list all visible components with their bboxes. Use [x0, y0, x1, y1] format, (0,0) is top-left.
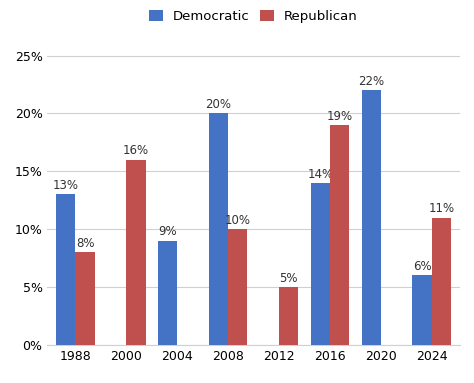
Bar: [209, 113, 228, 345]
Text: 10%: 10%: [225, 214, 251, 227]
Text: 13%: 13%: [53, 179, 79, 192]
Bar: [75, 252, 95, 345]
Bar: [362, 90, 381, 345]
Text: 14%: 14%: [307, 167, 333, 180]
Legend: Democratic, Republican: Democratic, Republican: [144, 5, 363, 29]
Bar: [279, 287, 299, 345]
Text: 16%: 16%: [123, 144, 149, 157]
Text: 19%: 19%: [327, 110, 353, 123]
Text: 20%: 20%: [205, 98, 231, 111]
Bar: [310, 183, 330, 345]
Bar: [158, 241, 177, 345]
Text: 6%: 6%: [413, 260, 431, 273]
Bar: [126, 160, 146, 345]
Bar: [330, 125, 349, 345]
Text: 22%: 22%: [358, 75, 384, 88]
Text: 5%: 5%: [280, 272, 298, 285]
Bar: [412, 275, 432, 345]
Text: 11%: 11%: [428, 202, 455, 215]
Bar: [228, 229, 247, 345]
Bar: [432, 218, 451, 345]
Bar: [56, 195, 75, 345]
Text: 8%: 8%: [76, 237, 94, 250]
Text: 9%: 9%: [158, 225, 177, 238]
